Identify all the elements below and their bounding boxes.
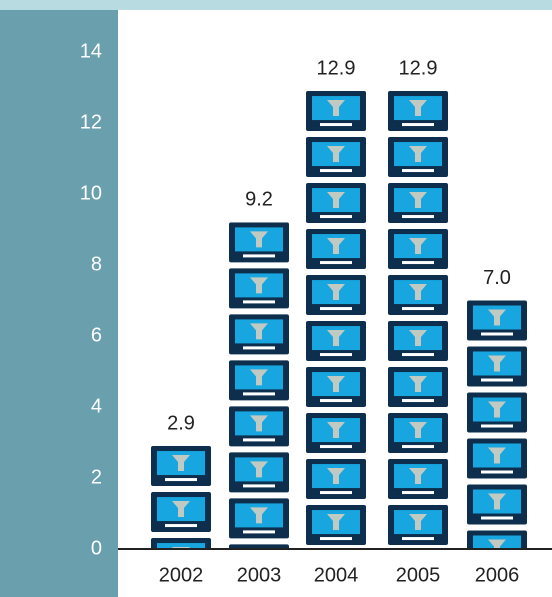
bar-2003 bbox=[229, 222, 289, 550]
tv-icon bbox=[388, 275, 448, 316]
tv-icon bbox=[388, 367, 448, 408]
y-tick-label: 2 bbox=[91, 466, 102, 488]
tv-icon bbox=[467, 346, 527, 387]
bar-2005 bbox=[388, 91, 448, 546]
tv-icon bbox=[306, 413, 366, 454]
data-label: 7.0 bbox=[483, 267, 511, 289]
tv-icon bbox=[306, 183, 366, 224]
y-tick-label: 12 bbox=[80, 111, 102, 133]
tv-icon bbox=[306, 459, 366, 500]
tv-icon bbox=[388, 459, 448, 500]
tv-icon bbox=[467, 392, 527, 433]
tv-icon bbox=[388, 321, 448, 362]
tv-icon bbox=[306, 275, 366, 316]
tv-icon bbox=[229, 498, 289, 539]
tv-icon bbox=[229, 360, 289, 401]
tv-icon bbox=[229, 406, 289, 447]
tv-icon bbox=[306, 505, 366, 546]
tv-icon bbox=[388, 137, 448, 178]
x-tick-label: 2004 bbox=[314, 564, 359, 586]
tv-icon bbox=[388, 229, 448, 270]
tv-icon bbox=[306, 91, 366, 132]
tv-icon bbox=[388, 183, 448, 224]
tv-icon bbox=[388, 91, 448, 132]
tv-icon bbox=[467, 530, 527, 550]
tv-icon bbox=[467, 300, 527, 341]
bar-2006 bbox=[467, 300, 527, 550]
data-label: 12.9 bbox=[317, 57, 356, 79]
data-label: 2.9 bbox=[167, 412, 195, 434]
value-labels: 2.9 9.2 12.9 12.9 7.0 bbox=[167, 57, 511, 434]
tv-icon bbox=[306, 137, 366, 178]
x-tick-label: 2005 bbox=[396, 564, 441, 586]
x-tick-label: 2002 bbox=[159, 564, 204, 586]
tv-icon bbox=[306, 367, 366, 408]
data-label: 12.9 bbox=[399, 57, 438, 79]
tv-icon bbox=[229, 452, 289, 493]
tv-icon bbox=[467, 484, 527, 525]
y-axis-ticks: 0 2 4 6 8 10 12 14 bbox=[80, 40, 102, 559]
y-tick-label: 14 bbox=[80, 40, 102, 62]
bars bbox=[151, 91, 527, 550]
tv-icon bbox=[229, 222, 289, 263]
tv-icon bbox=[229, 314, 289, 355]
y-tick-label: 0 bbox=[91, 537, 102, 559]
y-tick-label: 4 bbox=[91, 395, 102, 417]
bar-2002 bbox=[151, 446, 211, 550]
x-tick-label: 2003 bbox=[237, 564, 282, 586]
tv-icon bbox=[388, 413, 448, 454]
tv-icon bbox=[467, 438, 527, 479]
y-tick-label: 8 bbox=[91, 253, 102, 275]
bar-2004 bbox=[306, 91, 366, 546]
tv-icon bbox=[306, 229, 366, 270]
tv-icon bbox=[151, 492, 211, 533]
tv-icon bbox=[388, 505, 448, 546]
tv-icon bbox=[229, 268, 289, 309]
y-tick-label: 6 bbox=[91, 324, 102, 346]
x-tick-label: 2006 bbox=[475, 564, 520, 586]
data-label: 9.2 bbox=[245, 189, 273, 211]
tv-icon bbox=[306, 321, 366, 362]
tv-icon bbox=[151, 446, 211, 487]
y-tick-label: 10 bbox=[80, 182, 102, 204]
y-axis-panel bbox=[0, 10, 118, 597]
x-axis-labels: 2002 2003 2004 2005 2006 bbox=[159, 564, 520, 586]
